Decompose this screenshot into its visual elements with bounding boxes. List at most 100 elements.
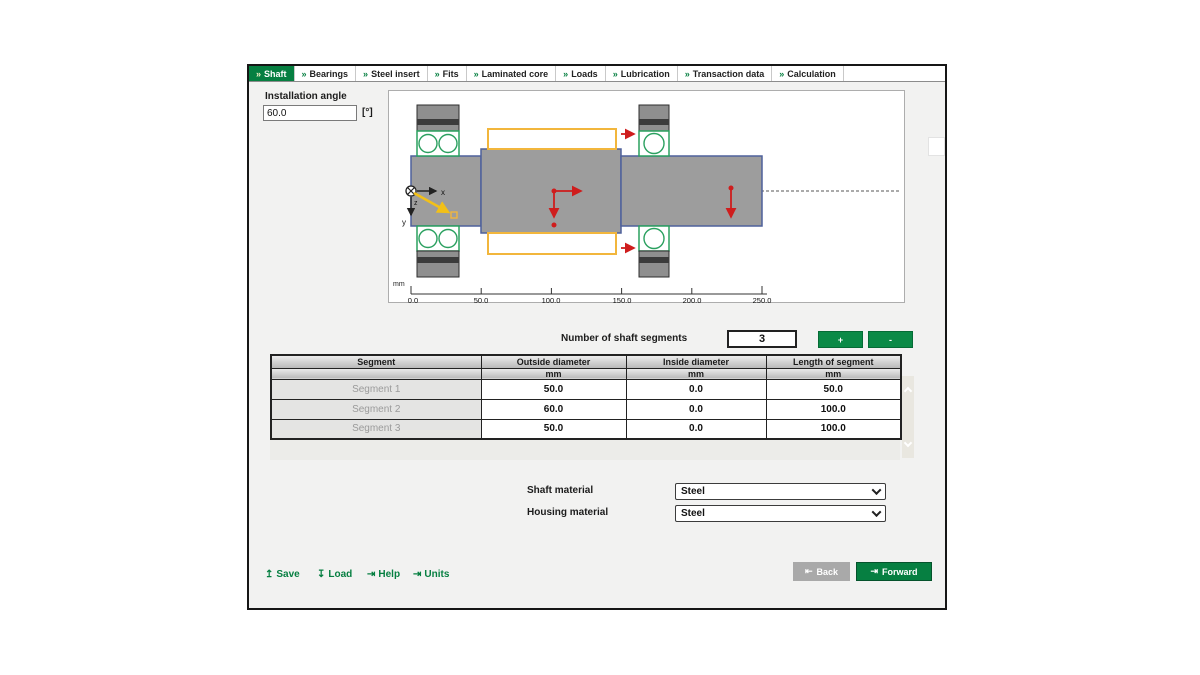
- tab-calculation[interactable]: » Calculation: [772, 66, 844, 81]
- ruler-unit-label: mm: [393, 281, 405, 288]
- ruler-tick-label: 100.0: [542, 296, 561, 304]
- segment-name-cell: Segment 2: [270, 398, 482, 420]
- table-scrollbar[interactable]: [902, 376, 914, 458]
- coordinate-system: x y z: [402, 185, 458, 227]
- remove-segment-button[interactable]: -: [868, 331, 913, 348]
- table-unit-row: mm mm mm: [270, 367, 902, 380]
- shaft-segments: [410, 148, 763, 234]
- segment-length-cell[interactable]: 100.0: [765, 418, 902, 440]
- tab-arrow-icon: »: [612, 68, 618, 79]
- tab-arrow-icon: »: [779, 68, 785, 79]
- help-button[interactable]: ⇥ Help: [367, 569, 400, 580]
- shaft-material-select[interactable]: Steel: [675, 483, 886, 500]
- segment-name-cell: Segment 1: [270, 378, 482, 400]
- segment-name-cell: Segment 3: [270, 418, 482, 440]
- tab-steel-insert[interactable]: » Steel insert: [356, 66, 428, 81]
- axis-label-y: y: [402, 218, 406, 227]
- shaft-segment-2: [480, 148, 622, 234]
- help-label: Help: [378, 569, 401, 580]
- forward-icon: ⇥: [870, 566, 879, 576]
- outside-diameter-cell[interactable]: 50.0: [480, 378, 627, 400]
- add-segment-button[interactable]: +: [818, 331, 863, 348]
- col-header-segment: Segment: [270, 354, 482, 369]
- side-scroll-thumb: [928, 137, 945, 156]
- forward-button[interactable]: ⇥ Forward: [856, 562, 932, 581]
- tab-fits[interactable]: » Fits: [428, 66, 467, 81]
- right-load-arrow: [725, 185, 737, 219]
- table-footer-strip: [270, 440, 900, 460]
- units-icon: ⇥: [413, 569, 422, 580]
- unit-cell: mm: [480, 367, 627, 380]
- load-button[interactable]: ↧ Load: [317, 569, 352, 580]
- table-row: Segment 2 60.0 0.0 100.0: [270, 398, 902, 420]
- ruler-tick-label: 0.0: [408, 296, 418, 304]
- tab-label: Steel insert: [371, 68, 420, 79]
- tab-transaction-data[interactable]: » Transaction data: [678, 66, 773, 81]
- outside-diameter-cell[interactable]: 60.0: [480, 398, 627, 420]
- gravity-arrow: [413, 191, 451, 214]
- left-bearing: [416, 104, 460, 278]
- tab-label: Transaction data: [692, 68, 765, 79]
- installation-angle-label: Installation angle: [265, 91, 347, 102]
- segment-count-input[interactable]: [727, 330, 797, 348]
- tab-label: Lubrication: [620, 68, 670, 79]
- col-header-inside-diameter: Inside diameter: [625, 354, 767, 369]
- inside-diameter-cell[interactable]: 0.0: [625, 378, 767, 400]
- shaft-material-value: Steel: [681, 486, 705, 497]
- load-label: Load: [328, 569, 353, 580]
- save-icon: ↥: [265, 569, 274, 580]
- tab-label: Loads: [571, 68, 598, 79]
- axis-label-z: z: [414, 200, 418, 207]
- laminated-core-outline: [487, 128, 617, 255]
- tab-label: Laminated core: [481, 68, 549, 79]
- ruler-tick-label: 250.0: [753, 296, 772, 304]
- tab-laminated-core[interactable]: » Laminated core: [467, 66, 557, 81]
- housing-material-value: Steel: [681, 508, 705, 519]
- bearing-calculation-window: » Shaft » Bearings » Steel insert » Fits…: [247, 64, 947, 610]
- shaft-segment-3: [620, 155, 763, 227]
- bearing-preload-arrows: [621, 128, 636, 254]
- back-label: Back: [816, 566, 839, 577]
- tab-lubrication[interactable]: » Lubrication: [606, 66, 678, 81]
- housing-material-select[interactable]: Steel: [675, 505, 886, 522]
- segments-table: Segment Outside diameter Inside diameter…: [270, 354, 902, 440]
- tab-label: Fits: [442, 68, 459, 79]
- ruler-tick-label: 50.0: [474, 296, 489, 304]
- unit-cell: mm: [765, 367, 902, 380]
- mid-load-arrows: [548, 185, 583, 228]
- inside-diameter-cell[interactable]: 0.0: [625, 398, 767, 420]
- tab-arrow-icon: »: [684, 68, 690, 79]
- back-button[interactable]: ⇤ Back: [793, 562, 850, 581]
- tab-shaft[interactable]: » Shaft: [249, 66, 295, 81]
- chevron-down-icon[interactable]: [903, 438, 913, 448]
- table-row: Segment 1 50.0 0.0 50.0: [270, 378, 902, 400]
- outside-diameter-cell[interactable]: 50.0: [480, 418, 627, 440]
- segment-length-cell[interactable]: 50.0: [765, 378, 902, 400]
- load-icon: ↧: [317, 569, 326, 580]
- right-bearing: [638, 104, 670, 278]
- tab-bearings[interactable]: » Bearings: [295, 66, 357, 81]
- shaft-material-label: Shaft material: [527, 485, 594, 496]
- col-header-length: Length of segment: [765, 354, 902, 369]
- tab-arrow-icon: »: [563, 68, 569, 79]
- installation-angle-input[interactable]: [263, 105, 357, 121]
- inside-diameter-cell[interactable]: 0.0: [625, 418, 767, 440]
- table-row: Segment 3 50.0 0.0 100.0: [270, 418, 902, 440]
- tab-arrow-icon: »: [256, 68, 262, 79]
- ruler-tick-label: 200.0: [683, 296, 702, 304]
- gravity-marker: [450, 211, 458, 219]
- tab-label: Bearings: [309, 68, 349, 79]
- col-header-outside-diameter: Outside diameter: [480, 354, 627, 369]
- chevron-up-icon[interactable]: [903, 386, 913, 396]
- segment-length-cell[interactable]: 100.0: [765, 398, 902, 420]
- chevron-down-icon: [871, 507, 882, 518]
- back-icon: ⇤: [804, 566, 813, 576]
- table-header-row: Segment Outside diameter Inside diameter…: [270, 354, 902, 369]
- units-label: Units: [424, 569, 450, 580]
- save-button[interactable]: ↥ Save: [265, 569, 300, 580]
- chevron-down-icon: [871, 485, 882, 496]
- tab-arrow-icon: »: [363, 68, 369, 79]
- tab-loads[interactable]: » Loads: [556, 66, 606, 81]
- units-button[interactable]: ⇥ Units: [413, 569, 449, 580]
